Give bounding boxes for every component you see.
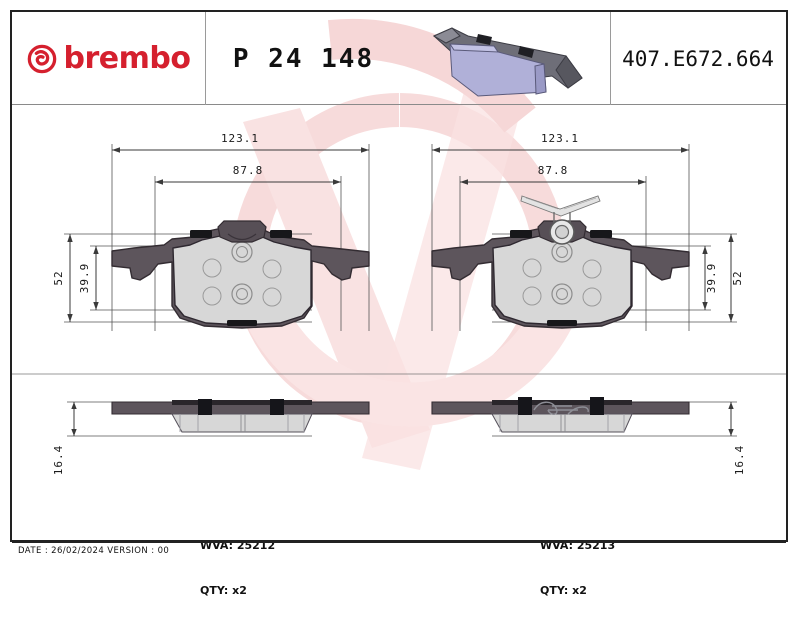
dim-value-inner-height-left: 39.9	[78, 263, 91, 294]
dim-inner-width-left: 87.8	[155, 164, 341, 185]
footer-date-version: DATE : 26/02/2024 VERSION : 00	[18, 546, 170, 556]
dim-inner-height-right: 39.9	[702, 246, 718, 310]
brembo-circle-logo-icon	[27, 44, 57, 74]
dim-value-overall-width-left: 123.1	[221, 132, 259, 145]
title-block-header: brembo P 24 148	[12, 12, 786, 105]
brand-wordmark: brembo	[63, 40, 191, 76]
dim-value-overall-width-right: 123.1	[541, 132, 579, 145]
right-pad-qty: QTY: x2	[540, 584, 587, 597]
dim-overall-height-right: 52	[728, 234, 744, 322]
right-pad-wva: WVA: 25213	[540, 539, 616, 552]
right-pad-side-view: 16.4	[431, 397, 746, 475]
dim-overall-width-right: 123.1	[432, 132, 689, 153]
header-divider-2	[610, 12, 611, 105]
header-divider-1	[205, 12, 206, 105]
product-code: P 24 148	[232, 43, 375, 74]
pad-labels-area: WVA: 25212 QTY: x2 WVA: 25213 QTY: x2	[12, 506, 786, 597]
product-render-cell	[402, 12, 610, 105]
dim-overall-height-left: 52	[52, 234, 73, 322]
dim-value-thickness-left: 16.4	[52, 445, 65, 476]
reference-code-cell: 407.E672.664	[610, 12, 786, 105]
right-pad-clip-c	[547, 320, 577, 326]
right-pad-front-view: 123.1 87.8 52	[431, 132, 744, 331]
dim-value-overall-height-left: 52	[52, 270, 65, 285]
left-pad-wva: WVA: 25212	[200, 539, 276, 552]
brand-cell: brembo	[12, 12, 205, 105]
left-pad-clip-b	[270, 230, 292, 238]
dim-value-inner-height-right: 39.9	[705, 263, 718, 294]
dim-value-thickness-right: 16.4	[733, 445, 746, 476]
dim-thickness-left: 16.4	[52, 402, 77, 475]
product-code-cell: P 24 148	[205, 12, 402, 105]
left-pad-label-group: WVA: 25212 QTY: x2	[200, 508, 275, 628]
brake-pad-3d-render-icon	[416, 16, 596, 102]
left-pad-front-view: 123.1 87.8 52	[52, 132, 370, 331]
dim-inner-height-left: 39.9	[78, 246, 99, 310]
right-pad-clip-b	[590, 230, 612, 238]
right-pad-label-group: WVA: 25213 QTY: x2	[540, 508, 615, 628]
reference-code: 407.E672.664	[622, 46, 774, 71]
dim-value-inner-width-right: 87.8	[538, 164, 569, 177]
dim-value-inner-width-left: 87.8	[233, 164, 264, 177]
left-pad-clip-a	[190, 230, 212, 238]
left-pad-clip-c	[227, 320, 257, 326]
left-pad-side-view: 16.4	[52, 399, 370, 475]
dim-value-overall-height-right: 52	[731, 270, 744, 285]
dim-inner-width-right: 87.8	[460, 164, 646, 185]
dim-thickness-right: 16.4	[728, 402, 746, 475]
right-pad-clip-a	[510, 230, 532, 238]
footer-rule	[12, 542, 786, 543]
drawing-sheet: brembo P 24 148	[10, 10, 788, 597]
side-views-area: 16.4	[12, 372, 786, 512]
left-pad-qty: QTY: x2	[200, 584, 247, 597]
dim-overall-width-left: 123.1	[112, 132, 369, 153]
